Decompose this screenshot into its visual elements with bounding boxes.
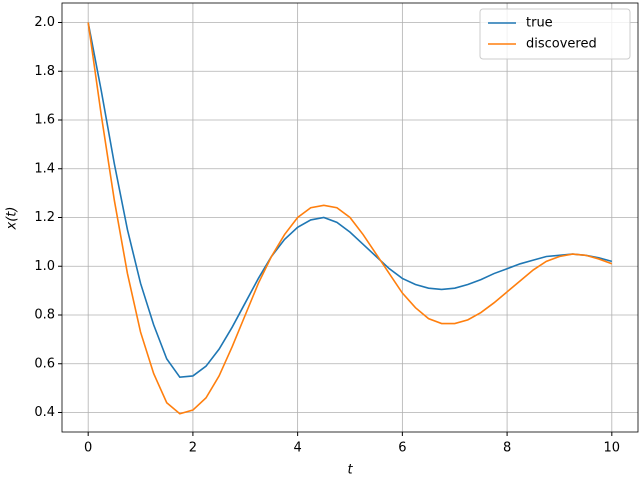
y-tick-label: 0.6 (34, 356, 55, 371)
legend-label: discovered (526, 37, 597, 52)
line-series (87, 22, 613, 378)
y-tick-label: 1.2 (34, 210, 55, 225)
y-tick-label: 1.0 (34, 259, 55, 274)
y-tick-label: 1.4 (34, 161, 55, 176)
legend-box (479, 8, 631, 60)
x-tick-label: 2 (189, 441, 197, 456)
x-tick-label: 0 (84, 441, 92, 456)
x-axis-label: t (347, 463, 353, 478)
x-tick-label: 6 (398, 441, 406, 456)
y-tick-label: 1.6 (34, 113, 55, 128)
y-tick-label: 0.8 (34, 308, 55, 323)
y-tick-label: 1.8 (34, 64, 55, 79)
x-tick-label: 4 (293, 441, 301, 456)
y-tick-label: 0.4 (34, 405, 55, 420)
x-tick-label: 10 (604, 441, 621, 456)
line-series (87, 22, 613, 415)
y-axis-label: x(t) (5, 207, 20, 231)
y-tick-label: 2.0 (34, 15, 55, 30)
plot-frame (61, 2, 639, 433)
legend-label: true (526, 16, 553, 31)
x-tick-label: 8 (503, 441, 511, 456)
legend: true discovered (479, 8, 631, 60)
